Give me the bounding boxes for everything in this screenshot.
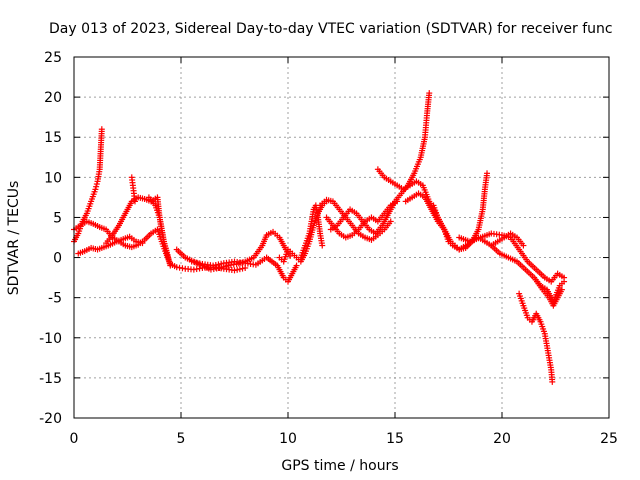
y-tick-label: -10 xyxy=(39,331,62,347)
x-axis-label: GPS time / hours xyxy=(281,458,398,474)
data-point xyxy=(98,126,105,133)
data-point xyxy=(484,170,491,177)
data-point xyxy=(231,267,238,274)
data-point xyxy=(93,181,100,188)
data-point xyxy=(239,265,246,272)
data-point xyxy=(561,278,568,285)
data-point xyxy=(215,261,222,268)
y-tick-label: -20 xyxy=(39,411,62,427)
x-tick-label: 10 xyxy=(279,431,297,447)
data-point xyxy=(194,259,201,266)
x-tick-label: 15 xyxy=(386,431,404,447)
plot-area-frame xyxy=(73,56,610,419)
y-tick-label: 0 xyxy=(53,251,62,267)
x-tick-label: 0 xyxy=(70,431,79,447)
data-point xyxy=(426,90,433,97)
data-point xyxy=(92,186,99,193)
data-point xyxy=(218,260,225,267)
data-point xyxy=(387,218,394,225)
y-tick-label: 10 xyxy=(44,170,62,186)
data-point xyxy=(191,259,198,266)
axis-ticks: 0 5 10 15 20 25 -20 -15 -10 -5 0 5 10 15 20 25 xyxy=(39,50,618,447)
data-point xyxy=(319,242,326,249)
data-point xyxy=(210,262,217,269)
y-tick-label: 20 xyxy=(44,90,62,106)
data-point xyxy=(212,261,219,268)
data-point xyxy=(236,266,243,273)
y-tick-label: -5 xyxy=(48,291,62,307)
chart-title: Day 013 of 2023, Sidereal Day-to-day VTE… xyxy=(49,21,613,37)
data-point xyxy=(196,260,203,267)
data-point xyxy=(234,266,241,273)
data-point xyxy=(520,242,527,249)
x-tick-label: 25 xyxy=(600,431,618,447)
data-point xyxy=(131,198,138,205)
data-point xyxy=(139,240,146,247)
data-point xyxy=(188,258,195,265)
y-tick-label: 15 xyxy=(44,130,62,146)
data-point xyxy=(293,262,300,269)
x-tick-label: 5 xyxy=(177,431,186,447)
y-tick-label: 5 xyxy=(53,210,62,226)
y-tick-label: 25 xyxy=(44,50,62,66)
x-tick-label: 20 xyxy=(493,431,511,447)
y-axis-label: SDTVAR / TECUs xyxy=(6,181,22,296)
data-point xyxy=(167,262,174,269)
data-point xyxy=(93,183,100,190)
y-tick-label: -15 xyxy=(39,371,62,387)
data-point xyxy=(549,378,556,385)
